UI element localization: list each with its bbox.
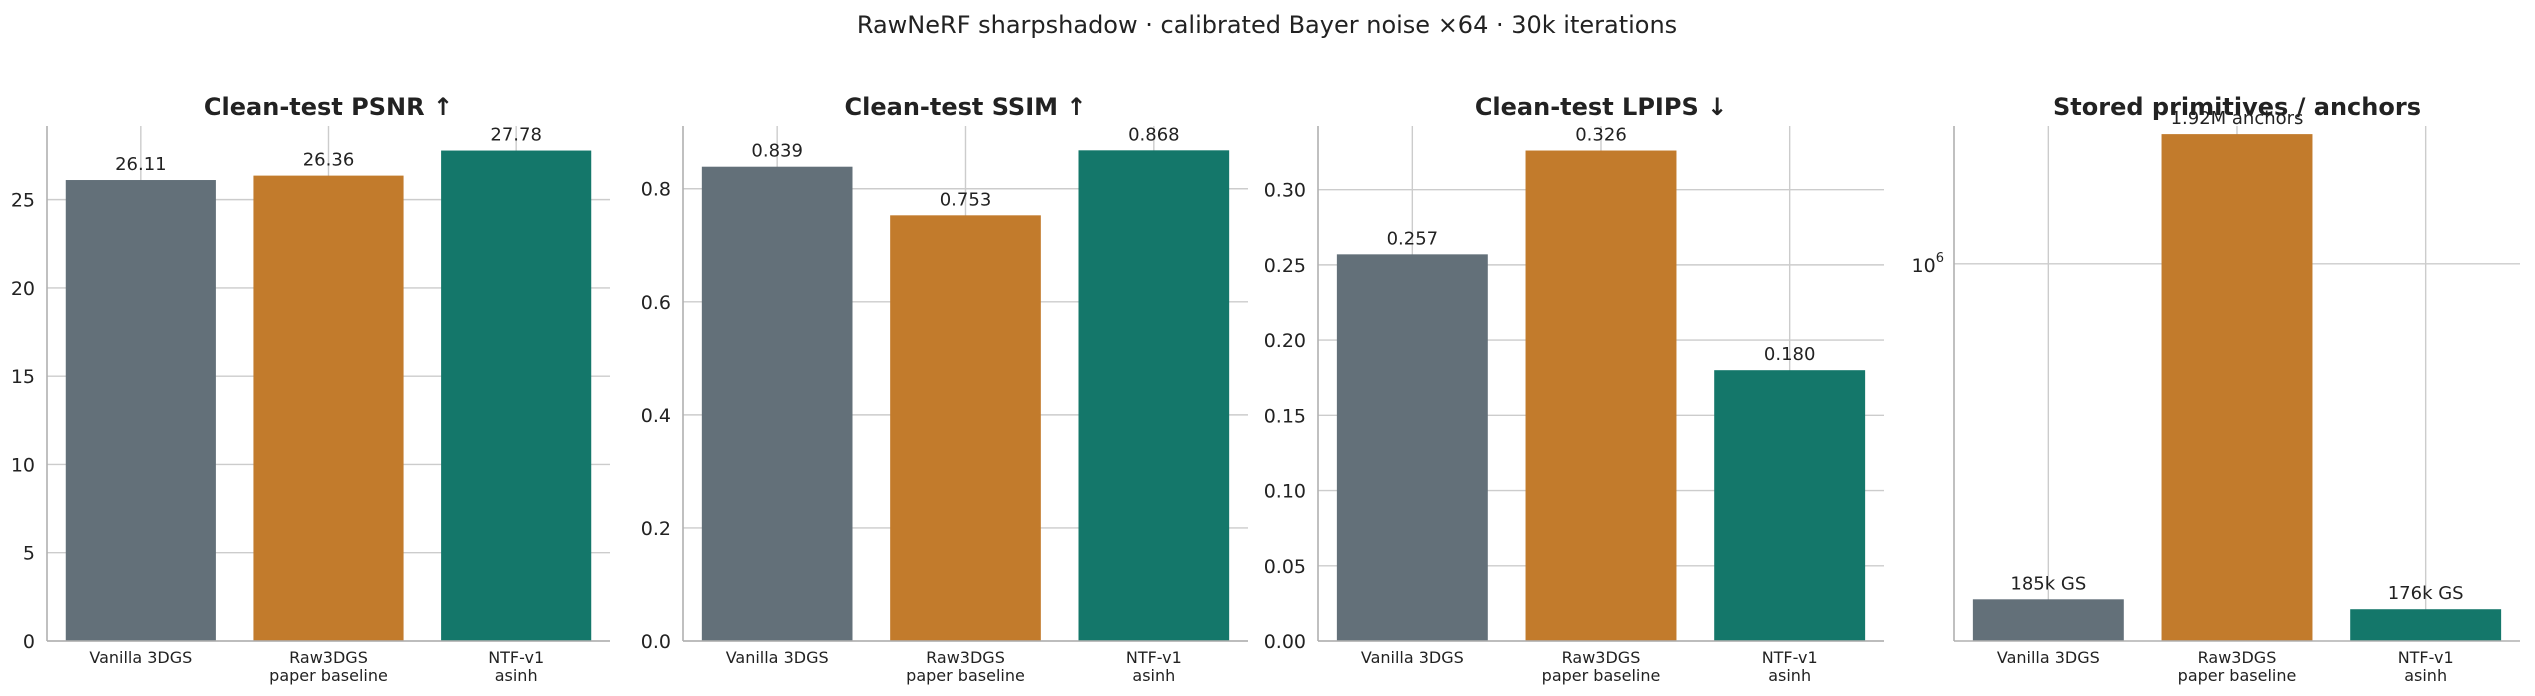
x-tick-label: Raw3DGS xyxy=(289,648,368,667)
y-tick-label: 0.10 xyxy=(1264,481,1306,503)
y-tick-base: 10 xyxy=(1912,255,1936,277)
bar-value-label: 176k GS xyxy=(2388,583,2464,604)
bar-value-label: 185k GS xyxy=(2010,573,2086,594)
x-tick-label: paper baseline xyxy=(269,666,388,685)
panel-title: Stored primitives / anchors xyxy=(2053,93,2421,121)
bar xyxy=(890,215,1041,641)
y-tick-label: 25 xyxy=(11,190,35,212)
x-tick-label: NTF-v1 xyxy=(1126,648,1182,667)
x-tick-label: NTF-v1 xyxy=(1762,648,1818,667)
x-tick-label: NTF-v1 xyxy=(488,648,544,667)
panel-title: Clean-test LPIPS ↓ xyxy=(1475,93,1727,121)
y-tick-label: 20 xyxy=(11,278,35,300)
panel-3: 0.00 0.05 0.10 0.15 0.20 0.25 0.30 0.257 Vanilla… xyxy=(1264,93,1884,685)
x-tick-label: paper baseline xyxy=(906,666,1025,685)
bar xyxy=(2161,134,2313,641)
x-tick-label: asinh xyxy=(1132,666,1175,685)
bar-value-label: 0.753 xyxy=(940,189,992,210)
bar xyxy=(1525,150,1677,641)
x-tick-label: Vanilla 3DGS xyxy=(1361,648,1464,667)
y-tick-label: 0 xyxy=(23,631,35,653)
bar xyxy=(253,175,404,641)
figure-suptitle: RawNeRF sharpshadow · calibrated Bayer n… xyxy=(857,11,1677,39)
bar xyxy=(441,150,592,641)
x-tick-label: asinh xyxy=(495,666,538,685)
bar-value-label: 0.868 xyxy=(1128,124,1180,145)
y-tick-label: 0.15 xyxy=(1264,405,1306,427)
bar-value-label: 1.92M anchors xyxy=(2171,108,2304,129)
x-tick-label: paper baseline xyxy=(1542,666,1661,685)
y-tick-label: 0.4 xyxy=(641,405,671,427)
y-tick-label: 0.0 xyxy=(641,631,671,653)
y-tick-label: 15 xyxy=(11,366,35,388)
bar-value-label: 0.180 xyxy=(1764,344,1816,365)
panel-1: 0 5 10 15 20 25 26.11 Vanilla 3DGS 26.36 Raw3DGSp… xyxy=(11,93,610,685)
panel-2: 0.0 0.2 0.4 0.6 0.8 0.839 Vanilla 3DGS 0.753 Raw… xyxy=(641,93,1248,685)
y-tick-label: 0.20 xyxy=(1264,330,1306,352)
y-tick-exponent: 6 xyxy=(1936,251,1944,266)
y-tick-label: 0.25 xyxy=(1264,255,1306,277)
panel-4: 106 185k GS Vanilla 3DGS 1.92M anchors Raw3D… xyxy=(1912,93,2520,685)
bar xyxy=(1336,254,1488,642)
bar xyxy=(65,180,216,641)
y-tick-label: 0.05 xyxy=(1264,556,1306,578)
x-tick-label: paper baseline xyxy=(2178,666,2297,685)
x-tick-label: asinh xyxy=(2404,666,2447,685)
y-tick-label: 106 xyxy=(1912,251,1944,277)
panel-title: Clean-test PSNR ↑ xyxy=(204,93,453,121)
bar xyxy=(2350,609,2502,641)
panel-title: Clean-test SSIM ↑ xyxy=(845,93,1087,121)
y-tick-label: 0.00 xyxy=(1264,631,1306,653)
x-tick-label: Raw3DGS xyxy=(926,648,1005,667)
bar-value-label: 26.11 xyxy=(115,154,167,175)
bar xyxy=(1972,599,2124,641)
y-tick-label: 0.6 xyxy=(641,292,671,314)
x-tick-label: Raw3DGS xyxy=(2198,648,2277,667)
bar-value-label: 26.36 xyxy=(303,150,355,171)
bar xyxy=(701,166,853,642)
y-tick-label: 0.2 xyxy=(641,518,671,540)
x-tick-label: asinh xyxy=(1768,666,1811,685)
bar xyxy=(1714,370,1866,641)
bar-value-label: 0.257 xyxy=(1387,228,1439,249)
bar xyxy=(1078,150,1230,641)
x-tick-label: Raw3DGS xyxy=(1562,648,1641,667)
x-tick-label: Vanilla 3DGS xyxy=(89,648,192,667)
y-tick-label: 10 xyxy=(11,454,35,476)
y-tick-label: 0.8 xyxy=(641,179,671,201)
x-tick-label: NTF-v1 xyxy=(2398,648,2454,667)
bar-value-label: 0.326 xyxy=(1575,125,1627,146)
y-tick-label: 5 xyxy=(23,543,35,565)
x-tick-label: Vanilla 3DGS xyxy=(1997,648,2100,667)
bar-value-label: 27.78 xyxy=(490,125,542,146)
bar-value-label: 0.839 xyxy=(751,141,803,162)
x-tick-label: Vanilla 3DGS xyxy=(726,648,829,667)
y-tick-label: 0.30 xyxy=(1264,180,1306,202)
